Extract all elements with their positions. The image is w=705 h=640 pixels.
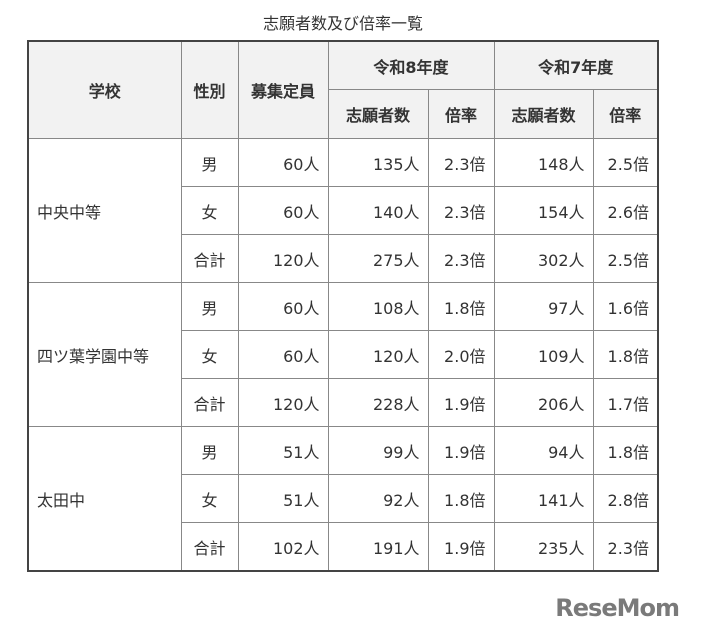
gender-cell: 男	[180, 426, 239, 475]
table-row: 太田中男 51人 99人 1.9倍 94人 1.8倍	[27, 426, 659, 572]
data-cell: 148人	[493, 138, 594, 187]
header-cell: 令和7年度	[493, 40, 659, 90]
gender-cell: 女	[180, 330, 239, 379]
data-cell: 1.9倍	[427, 378, 495, 427]
data-cell: 97人	[493, 282, 594, 331]
table-row: 中央中等男 60人 135人 2.3倍 148人 2.5倍	[27, 138, 659, 283]
data-cell: 228人	[327, 378, 429, 427]
data-cell: 99人	[327, 426, 429, 475]
table-row: 女 60人 120人 2.0倍 109人 1.8倍	[28, 330, 659, 379]
data-cell: 1.8倍	[427, 474, 495, 523]
header-cell: 志願者数	[327, 89, 429, 139]
school-name: 四ツ葉学園中等	[27, 282, 182, 427]
gender-cell: 男	[180, 282, 239, 331]
school-name: 中央中等	[27, 138, 182, 283]
data-cell: 135人	[327, 138, 429, 187]
data-cell: 235人	[493, 522, 594, 572]
school-name: 太田中	[27, 426, 182, 572]
data-cell: 2.5倍	[592, 138, 659, 187]
data-cell: 1.6倍	[592, 282, 659, 331]
header-cell: 倍率	[592, 89, 659, 139]
header-cell: 性別	[180, 40, 239, 139]
data-cell: 1.9倍	[427, 426, 495, 475]
data-cell: 2.0倍	[427, 330, 495, 379]
data-cell: 2.3倍	[427, 138, 495, 187]
data-cell: 141人	[493, 474, 594, 523]
table-row: 合計 102人 191人 1.9倍 235人 2.3倍	[28, 522, 659, 572]
table-row: 合計 120人 228人 1.9倍 206人 1.7倍	[28, 378, 659, 427]
data-cell: 109人	[493, 330, 594, 379]
data-cell: 191人	[327, 522, 429, 572]
table-row: 四ツ葉学園中等男 60人 108人 1.8倍 97人 1.6倍	[27, 282, 659, 427]
data-cell: 60人	[237, 138, 329, 187]
data-cell: 108人	[327, 282, 429, 331]
data-cell: 1.8倍	[427, 282, 495, 331]
data-cell: 275人	[327, 234, 429, 283]
data-cell: 1.7倍	[592, 378, 659, 427]
header-cell: 倍率	[427, 89, 495, 139]
data-cell: 60人	[237, 186, 329, 235]
data-cell: 154人	[493, 186, 594, 235]
data-cell: 2.3倍	[427, 186, 495, 235]
gender-cell: 合計	[180, 522, 239, 572]
table-body: 中央中等男 60人 135人 2.3倍 148人 2.5倍女 60人 140人 2.3倍 154人…	[27, 138, 659, 572]
data-cell: 60人	[237, 330, 329, 379]
data-cell: 1.9倍	[427, 522, 495, 572]
data-cell: 1.8倍	[592, 330, 659, 379]
header-cell: 学校	[27, 40, 182, 139]
gender-cell: 女	[180, 474, 239, 523]
data-cell: 206人	[493, 378, 594, 427]
table-title: 志願者数及び倍率一覧	[262, 14, 423, 33]
data-cell: 120人	[327, 330, 429, 379]
data-cell: 102人	[237, 522, 329, 572]
table-row: 女 60人 140人 2.3倍 154人 2.6倍	[28, 186, 659, 235]
header-cell: 志願者数	[493, 89, 594, 139]
data-cell: 302人	[493, 234, 594, 283]
data-cell: 120人	[237, 378, 329, 427]
data-cell: 2.5倍	[592, 234, 659, 283]
data-cell: 2.3倍	[592, 522, 659, 572]
data-cell: 60人	[237, 282, 329, 331]
table-row: 女 51人 92人 1.8倍 141人 2.8倍	[28, 474, 659, 523]
data-cell: 1.8倍	[592, 426, 659, 475]
data-cell: 2.6倍	[592, 186, 659, 235]
table: 学校 性別 募集定員 令和8年度 令和7年度 志願者数 倍率 志願者数 倍率 中…	[27, 40, 659, 572]
data-cell: 51人	[237, 474, 329, 523]
data-cell: 94人	[493, 426, 594, 475]
header-cell: 募集定員	[237, 40, 329, 139]
data-cell: 51人	[237, 426, 329, 475]
data-cell: 120人	[237, 234, 329, 283]
data-cell: 140人	[327, 186, 429, 235]
logo: ReseMom	[555, 594, 680, 622]
gender-cell: 女	[180, 186, 239, 235]
gender-cell: 合計	[180, 234, 239, 283]
header-cell: 令和8年度	[327, 40, 495, 90]
table-row: 合計 120人 275人 2.3倍 302人 2.5倍	[28, 234, 659, 283]
data-cell: 92人	[327, 474, 429, 523]
gender-cell: 合計	[180, 378, 239, 427]
data-cell: 2.3倍	[427, 234, 495, 283]
data-cell: 2.8倍	[592, 474, 659, 523]
gender-cell: 男	[180, 138, 239, 187]
